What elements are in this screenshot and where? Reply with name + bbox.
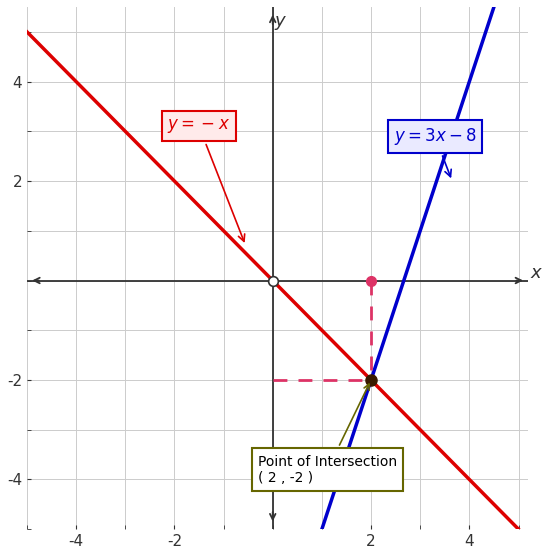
Text: Point of Intersection
( 2 , -2 ): Point of Intersection ( 2 , -2 )	[258, 384, 397, 485]
Text: x: x	[531, 264, 541, 282]
Text: y: y	[275, 12, 286, 30]
Text: $y = 3x - 8$: $y = 3x - 8$	[393, 126, 476, 177]
Text: $y = -x$: $y = -x$	[168, 117, 244, 241]
